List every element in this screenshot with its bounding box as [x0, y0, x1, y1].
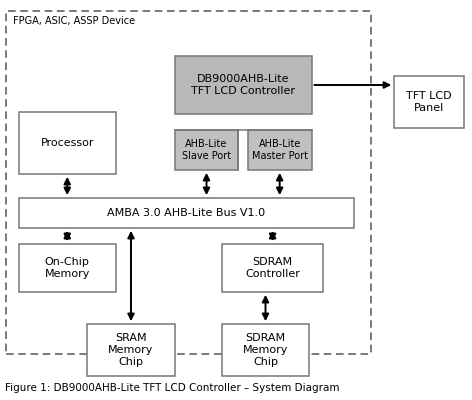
Text: Processor: Processor	[41, 138, 94, 148]
Text: Figure 1: DB9000AHB-Lite TFT LCD Controller – System Diagram: Figure 1: DB9000AHB-Lite TFT LCD Control…	[5, 383, 339, 393]
Text: SDRAM
Controller: SDRAM Controller	[245, 257, 300, 279]
Text: On-Chip
Memory: On-Chip Memory	[44, 257, 90, 279]
Bar	[222, 324, 309, 376]
Bar	[222, 244, 323, 292]
Text: AHB-Lite
Slave Port: AHB-Lite Slave Port	[182, 139, 231, 161]
Bar	[248, 130, 312, 170]
Bar	[394, 76, 464, 128]
Text: AHB-Lite
Master Port: AHB-Lite Master Port	[252, 139, 308, 161]
Text: TFT LCD
Panel: TFT LCD Panel	[406, 91, 452, 113]
Text: SDRAM
Memory
Chip: SDRAM Memory Chip	[243, 333, 288, 367]
Text: DB9000AHB-Lite
TFT LCD Controller: DB9000AHB-Lite TFT LCD Controller	[191, 74, 295, 96]
Bar	[19, 112, 116, 174]
Bar	[19, 244, 116, 292]
Text: AMBA 3.0 AHB-Lite Bus V1.0: AMBA 3.0 AHB-Lite Bus V1.0	[107, 208, 266, 218]
Bar	[6, 11, 371, 354]
Bar	[19, 198, 354, 228]
Text: SRAM
Memory
Chip: SRAM Memory Chip	[108, 333, 154, 367]
Bar	[175, 130, 238, 170]
Bar	[87, 324, 175, 376]
Text: FPGA, ASIC, ASSP Device: FPGA, ASIC, ASSP Device	[13, 16, 135, 26]
Bar	[175, 56, 312, 114]
